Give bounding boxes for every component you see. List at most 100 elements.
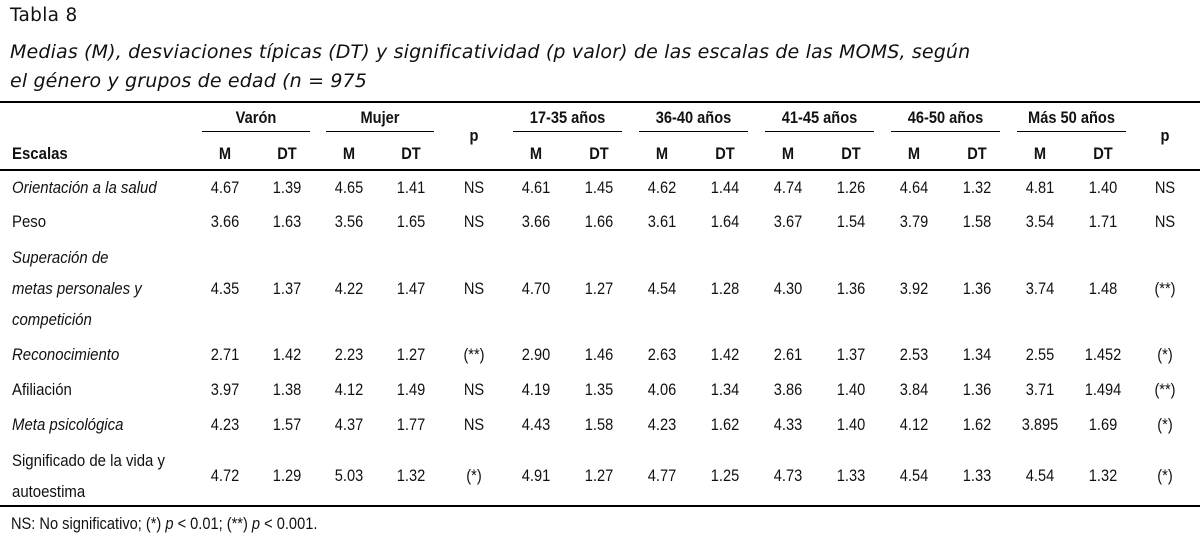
table-cell: 4.33 xyxy=(773,415,803,434)
table-cell: NS xyxy=(463,380,485,399)
table-cell: NS xyxy=(463,279,485,298)
table-cell: 4.23 xyxy=(210,415,240,434)
caption-line-2: el género y grupos de edad (n = 975 xyxy=(10,70,368,92)
table-cell: 1.494 xyxy=(1084,380,1122,399)
table-cell: 1.452 xyxy=(1084,345,1122,364)
table-cell: 1.41 xyxy=(396,178,426,197)
table-cell: 1.39 xyxy=(272,178,302,197)
table-cell: 4.12 xyxy=(334,380,364,399)
table-cell: 3.66 xyxy=(210,212,240,231)
table-cell: 3.67 xyxy=(773,212,803,231)
table-cell: NS xyxy=(463,178,485,197)
table-cell: 3.61 xyxy=(647,212,677,231)
table-cell: 4.67 xyxy=(210,178,240,197)
table-cell: (*) xyxy=(1157,466,1173,485)
row-label: competición xyxy=(12,310,92,329)
table-cell: 5.03 xyxy=(334,466,364,485)
footnote: NS: No significativo; (*) p < 0.01; (**)… xyxy=(11,514,317,534)
dt-header: DT xyxy=(589,144,609,163)
table-cell: 1.28 xyxy=(710,279,740,298)
table-cell: 3.74 xyxy=(1025,279,1055,298)
table-cell: 1.58 xyxy=(584,415,614,434)
table-cell: 3.97 xyxy=(210,380,240,399)
table-cell: 4.61 xyxy=(521,178,551,197)
row-label: Meta psicológica xyxy=(12,415,124,434)
dt-header: DT xyxy=(277,144,297,163)
table-cell: 3.86 xyxy=(773,380,803,399)
table-cell: 3.84 xyxy=(899,380,929,399)
table-cell: 1.33 xyxy=(836,466,866,485)
table-cell: 4.30 xyxy=(773,279,803,298)
table-cell: 4.64 xyxy=(899,178,929,197)
group-header: 17-35 años xyxy=(529,108,606,127)
table-cell: NS xyxy=(1154,212,1176,231)
table-cell: 4.06 xyxy=(647,380,677,399)
dt-header: DT xyxy=(841,144,861,163)
table-cell: 1.58 xyxy=(962,212,992,231)
table-cell: 1.66 xyxy=(584,212,614,231)
m-header: M xyxy=(655,144,669,163)
table-cell: 1.36 xyxy=(962,279,992,298)
table-cell: 2.61 xyxy=(773,345,803,364)
table-cell: 1.27 xyxy=(584,279,614,298)
table-cell: 1.40 xyxy=(836,415,866,434)
table-cell: 1.26 xyxy=(836,178,866,197)
table-cell: 1.36 xyxy=(962,380,992,399)
table-cell: 1.34 xyxy=(962,345,992,364)
table-cell: (**) xyxy=(1154,380,1176,399)
table-cell: 4.22 xyxy=(334,279,364,298)
table-cell: 3.79 xyxy=(899,212,929,231)
table-cell: 1.42 xyxy=(272,345,302,364)
dt-header: DT xyxy=(715,144,735,163)
table-cell: 1.27 xyxy=(396,345,426,364)
table-cell: 1.27 xyxy=(584,466,614,485)
table-cell: 4.43 xyxy=(521,415,551,434)
table-cell: 4.77 xyxy=(647,466,677,485)
table-cell: 3.71 xyxy=(1025,380,1055,399)
group-underline xyxy=(513,131,622,132)
table-cell: (*) xyxy=(1157,345,1173,364)
group-header: Mujer xyxy=(360,108,400,127)
table-cell: 3.56 xyxy=(334,212,364,231)
table-cell: 4.23 xyxy=(647,415,677,434)
table-cell: 1.69 xyxy=(1088,415,1118,434)
footnote-suffix: < 0.001. xyxy=(260,514,318,533)
table-cell: 1.29 xyxy=(272,466,302,485)
m-header: M xyxy=(1033,144,1047,163)
m-header: M xyxy=(218,144,232,163)
table-cell: 2.90 xyxy=(521,345,551,364)
table-cell: 3.66 xyxy=(521,212,551,231)
table-cell: 4.73 xyxy=(773,466,803,485)
caption-line-1: Medias (M), desviaciones típicas (DT) y … xyxy=(10,41,971,63)
row-label: Reconocimiento xyxy=(12,345,120,364)
group-header: 46-50 años xyxy=(907,108,984,127)
table-cell: 2.53 xyxy=(899,345,929,364)
row-label: autoestima xyxy=(12,482,86,501)
table-caption: Medias (M), desviaciones típicas (DT) y … xyxy=(10,38,1200,96)
row-label: Significado de la vida y xyxy=(12,451,166,470)
table-cell: 1.35 xyxy=(584,380,614,399)
footnote-prefix: NS: No significativo; (*) xyxy=(11,514,166,533)
p-header: p xyxy=(469,126,479,145)
row-label: Peso xyxy=(12,212,47,231)
table-cell: 1.48 xyxy=(1088,279,1118,298)
group-header: Más 50 años xyxy=(1028,108,1115,127)
table-cell: 4.12 xyxy=(899,415,929,434)
table-cell: 1.42 xyxy=(710,345,740,364)
row-label: Orientación a la salud xyxy=(12,178,157,197)
group-underline xyxy=(1017,131,1126,132)
footnote-mid: < 0.01; (**) xyxy=(173,514,252,533)
table-cell: 1.25 xyxy=(710,466,740,485)
group-underline xyxy=(891,131,1000,132)
table-cell: (*) xyxy=(466,466,482,485)
table-cell: 1.46 xyxy=(584,345,614,364)
table-cell: 4.74 xyxy=(773,178,803,197)
table-cell: 1.62 xyxy=(710,415,740,434)
table-cell: 4.72 xyxy=(210,466,240,485)
header-rule xyxy=(0,169,1200,171)
table-cell: 2.23 xyxy=(334,345,364,364)
m-header: M xyxy=(907,144,921,163)
dt-header: DT xyxy=(967,144,987,163)
table-cell: 1.57 xyxy=(272,415,302,434)
table-cell: 3.54 xyxy=(1025,212,1055,231)
